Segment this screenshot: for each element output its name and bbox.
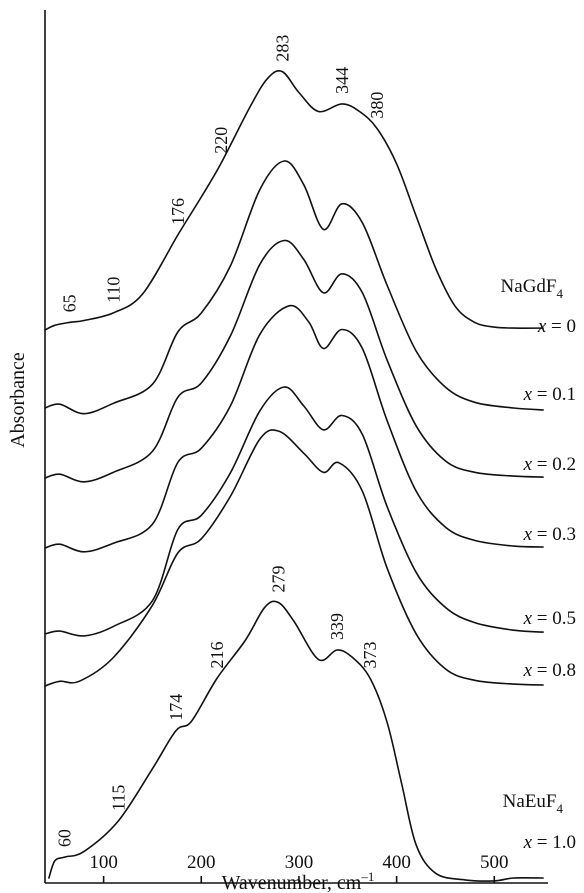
series-label-var-4: x	[523, 608, 533, 629]
x-tick-label-200: 200	[187, 852, 216, 873]
compound-sub-0: 4	[557, 286, 564, 301]
peak-label-0-5: 344	[332, 67, 352, 94]
x-axis-title-main: Wavenumber, cm	[222, 872, 362, 893]
compound-sub-6: 4	[557, 801, 564, 816]
series-label-6: x = 1.0	[523, 832, 576, 853]
peak-label-6-5: 339	[327, 613, 347, 640]
spectrum-curve-2	[44, 239, 544, 483]
series-label-var-1: x	[523, 384, 533, 405]
compound-main-6: NaEuF	[503, 791, 557, 812]
peak-label-0-2: 176	[168, 198, 188, 225]
x-ticks: 100 200 300 400 500	[89, 852, 509, 883]
x-tick-label-100: 100	[89, 852, 118, 873]
series-label-value-2: = 0.2	[532, 454, 576, 475]
peak-label-6-1: 115	[108, 785, 128, 811]
series-label-var-6: x	[523, 832, 533, 853]
series-label-value-3: = 0.3	[532, 524, 576, 545]
peak-label-0-4: 283	[272, 35, 292, 62]
series-label-3: x = 0.3	[523, 524, 576, 545]
peak-label-0-6: 380	[367, 92, 387, 119]
series-label-var-5: x	[523, 660, 533, 681]
peak-label-0-1: 110	[103, 277, 123, 303]
peak-label-6-6: 373	[360, 642, 380, 669]
peak-label-6-3: 216	[207, 642, 227, 669]
series-label-value-6: = 1.0	[532, 832, 576, 853]
peak-label-0-0: 65	[59, 294, 79, 312]
series-label-value-0: = 0	[546, 316, 576, 337]
series-label-var-2: x	[523, 454, 533, 475]
compound-label-0: NaGdF4	[501, 276, 564, 301]
series-label-var-3: x	[523, 524, 533, 545]
peak-label-0-3: 220	[211, 127, 231, 154]
series-label-4: x = 0.5	[523, 608, 576, 629]
x-tick-label-500: 500	[480, 852, 509, 873]
series-label-value-5: = 0.8	[532, 660, 576, 681]
peak-label-6-0: 60	[55, 829, 75, 847]
x-axis-title-sup: –1	[360, 869, 374, 884]
y-axis-title: Absorbance	[7, 352, 29, 448]
peak-label-6-2: 174	[166, 694, 186, 721]
compound-label-6: NaEuF4	[503, 791, 564, 816]
series-label-value-4: = 0.5	[532, 608, 576, 629]
spectrum-curve-4	[44, 386, 544, 637]
spectra	[44, 70, 544, 882]
x-tick-label-300: 300	[285, 852, 314, 873]
peak-labels: 65 110 176 220 283 344 380 60 115 174 216 279 339 373	[55, 35, 388, 847]
spectrum-curve-3	[44, 304, 544, 553]
x-axis-title: Wavenumber, cm–1	[222, 869, 375, 893]
spectrum-curve-0	[44, 70, 544, 331]
series-label-0: x = 0	[537, 316, 576, 337]
spectrum-curve-1	[44, 160, 544, 415]
peak-label-6-4: 279	[268, 566, 288, 593]
x-tick-label-400: 400	[382, 852, 411, 873]
series-label-5: x = 0.8	[523, 660, 576, 681]
compound-main-0: NaGdF	[501, 276, 557, 297]
series-label-1: x = 0.1	[523, 384, 576, 405]
series-label-value-1: = 0.1	[532, 384, 576, 405]
spectrum-curve-6	[48, 600, 544, 882]
axes	[44, 10, 548, 884]
series-label-2: x = 0.2	[523, 454, 576, 475]
spectrum-curve-5	[44, 429, 544, 687]
series-label-var-0: x	[537, 316, 547, 337]
